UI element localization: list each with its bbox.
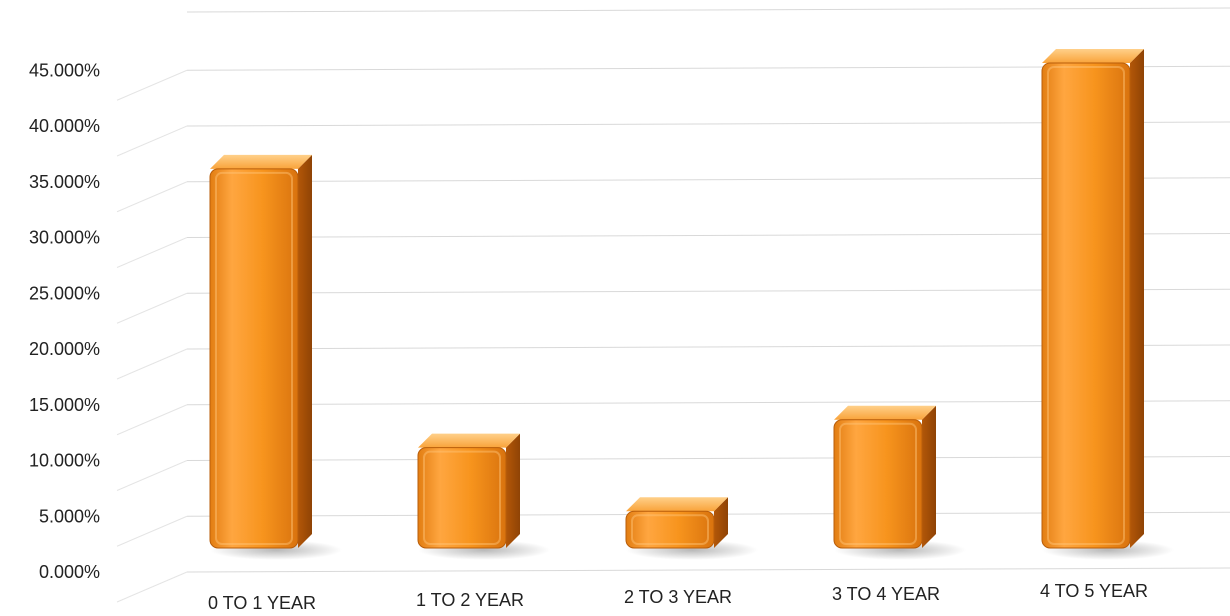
bar-top xyxy=(834,405,936,420)
gridline-floor xyxy=(116,348,188,380)
gridline-floor xyxy=(116,292,188,324)
y-tick-label: 35.000% xyxy=(29,172,100,192)
bar-side xyxy=(714,497,728,548)
bar-side xyxy=(922,405,936,548)
x-tick-label: 0 TO 1 YEAR xyxy=(208,593,316,613)
gridline-floor xyxy=(116,404,188,436)
gridline xyxy=(186,7,1230,13)
gridline-floor xyxy=(116,515,188,547)
y-tick-label: 25.000% xyxy=(29,283,100,303)
gridline-floor xyxy=(116,571,188,603)
bar xyxy=(1041,48,1174,560)
bar xyxy=(417,433,550,560)
bar-top xyxy=(1042,48,1144,63)
bar-highlight xyxy=(423,450,501,545)
y-tick-label: 20.000% xyxy=(29,339,100,359)
bar-side xyxy=(1130,48,1144,548)
gridline-floor xyxy=(116,181,188,213)
bar-front xyxy=(209,168,299,549)
bar-front xyxy=(625,510,715,549)
bar xyxy=(625,497,758,560)
bar-top xyxy=(418,433,520,448)
y-tick-label: 0.000% xyxy=(39,562,100,582)
bar-highlight xyxy=(215,171,293,545)
bar-front xyxy=(417,447,507,549)
y-tick-label: 30.000% xyxy=(29,228,100,248)
gridline-floor xyxy=(116,460,188,491)
x-axis-tick-labels: 0 TO 1 YEAR 1 TO 2 YEAR 2 TO 3 YEAR 3 TO 4 … xyxy=(208,581,1148,613)
bar-front xyxy=(833,419,923,549)
bar-top xyxy=(210,154,312,169)
bar-side xyxy=(506,433,520,548)
x-tick-label: 2 TO 3 YEAR xyxy=(624,587,732,607)
bar-highlight xyxy=(1047,65,1125,545)
bar-front xyxy=(1041,62,1131,549)
gridline-floor xyxy=(116,237,188,268)
gridline-floor xyxy=(116,125,188,157)
bar xyxy=(833,405,966,560)
x-tick-label: 4 TO 5 YEAR xyxy=(1040,581,1148,601)
y-axis-tick-labels: 0.000% 5.000% 10.000% 15.000% 20.000% 25.000%… xyxy=(29,60,100,582)
bar-top xyxy=(626,497,728,512)
bar xyxy=(209,154,342,560)
bar-highlight xyxy=(839,422,917,545)
bars xyxy=(209,48,1174,560)
x-tick-label: 1 TO 2 YEAR xyxy=(416,590,524,610)
bar-side xyxy=(298,154,312,548)
y-tick-label: 15.000% xyxy=(29,395,100,415)
y-tick-label: 40.000% xyxy=(29,116,100,136)
bar-highlight xyxy=(631,514,709,546)
x-tick-label: 3 TO 4 YEAR xyxy=(832,584,940,604)
gridline-floor xyxy=(116,69,188,101)
y-tick-label: 45.000% xyxy=(29,60,100,80)
gridline xyxy=(186,567,1230,573)
y-tick-label: 10.000% xyxy=(29,451,100,471)
y-tick-label: 5.000% xyxy=(39,506,100,526)
